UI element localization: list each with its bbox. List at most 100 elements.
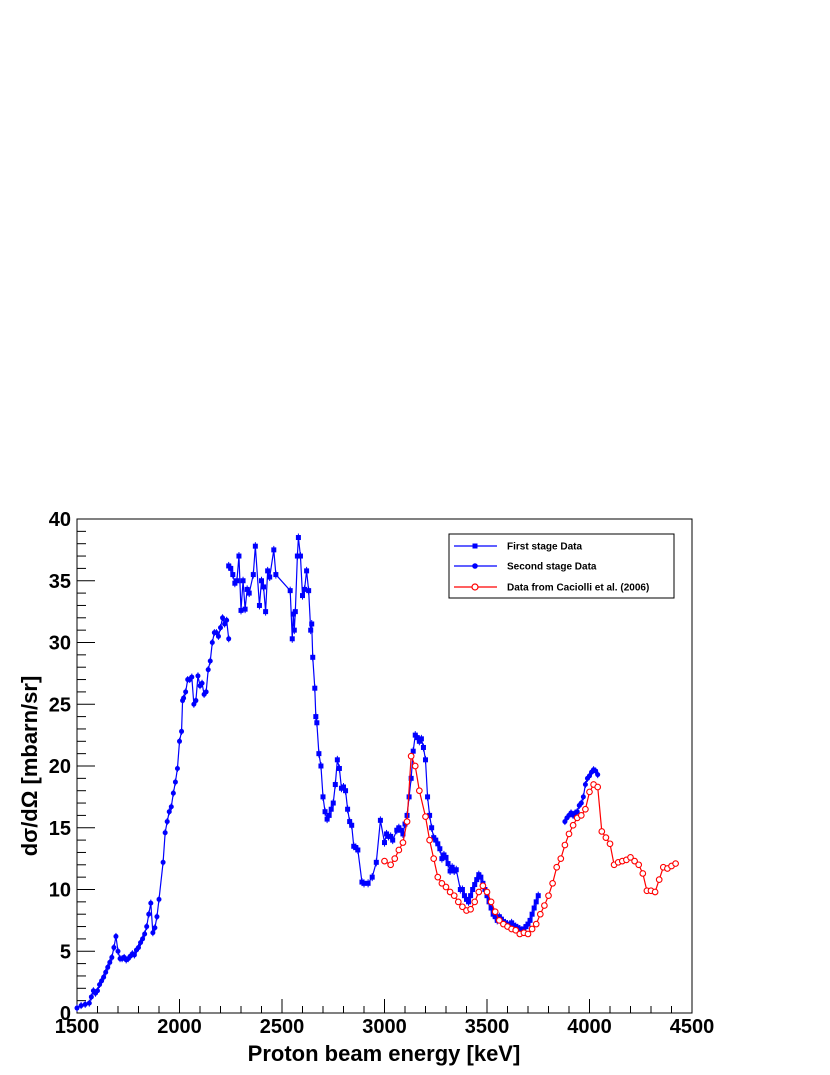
- data-point: [103, 969, 109, 975]
- data-point: [324, 816, 330, 822]
- data-point: [416, 787, 423, 795]
- data-point: [294, 553, 300, 559]
- data-point: [602, 834, 610, 841]
- data-point: [461, 893, 467, 899]
- data-point: [273, 572, 279, 578]
- data-point: [478, 874, 484, 880]
- data-point: [220, 615, 226, 621]
- data-point: [312, 685, 318, 691]
- data-point: [113, 933, 119, 939]
- data-point: [193, 698, 199, 704]
- data-point: [445, 861, 451, 867]
- data-point: [414, 735, 420, 741]
- data-point: [228, 565, 234, 571]
- data-point: [423, 757, 428, 763]
- data-point: [449, 864, 455, 870]
- data-point: [215, 633, 221, 639]
- legend-open-circle-marker: [471, 583, 479, 591]
- data-point: [450, 892, 458, 900]
- data-point: [525, 921, 531, 927]
- data-point: [320, 794, 326, 800]
- data-point: [144, 924, 150, 930]
- data-point: [535, 893, 541, 899]
- legend-entry-second-stage: Second stage Data: [454, 562, 597, 573]
- data-point: [474, 877, 480, 883]
- data-point: [328, 806, 334, 812]
- data-point: [250, 572, 256, 578]
- data-point: [391, 855, 399, 862]
- data-point: [377, 817, 383, 823]
- data-point: [140, 936, 146, 942]
- data-point: [403, 818, 411, 825]
- data-point: [242, 606, 248, 612]
- data-point: [598, 828, 606, 835]
- data-point: [369, 874, 375, 880]
- data-point: [115, 948, 121, 954]
- data-point: [479, 882, 487, 890]
- data-point: [142, 931, 148, 937]
- data-point: [373, 859, 379, 865]
- data-point: [639, 870, 647, 877]
- data-point: [222, 621, 228, 627]
- data-point: [425, 794, 431, 800]
- data-point: [382, 840, 387, 846]
- data-point: [191, 701, 197, 707]
- data-point: [292, 609, 298, 615]
- axis-ticks: 1500 2000 2500 3000 3500 4000 4500 0 5 10 15 20 25 30…: [49, 509, 715, 1038]
- data-point: [236, 553, 242, 559]
- data-point: [166, 809, 172, 815]
- data-point: [252, 543, 258, 549]
- data-point: [484, 893, 490, 899]
- data-point: [387, 861, 395, 869]
- data-point: [395, 846, 403, 854]
- data-point: [468, 893, 474, 899]
- data-point: [582, 805, 589, 813]
- data-point: [304, 568, 310, 574]
- data-point: [287, 588, 293, 594]
- data-point: [332, 782, 338, 788]
- data-point: [136, 945, 141, 951]
- data-point: [627, 854, 634, 861]
- data-point: [150, 930, 156, 936]
- data-point: [672, 860, 679, 867]
- legend-square-marker: [472, 543, 478, 549]
- data-point: [407, 752, 415, 760]
- data-point: [209, 640, 215, 645]
- data-point: [471, 898, 479, 906]
- legend: First stage Data Second stage Data Data …: [448, 533, 675, 599]
- y-tick-label: 15: [49, 818, 71, 840]
- data-point: [205, 667, 211, 673]
- x-tick-label: 1500: [55, 1016, 100, 1038]
- data-point: [427, 812, 433, 818]
- y-tick-label: 5: [60, 941, 71, 963]
- data-point: [345, 806, 351, 812]
- data-point: [541, 902, 548, 909]
- data-point: [341, 784, 346, 790]
- data-point: [111, 945, 117, 951]
- data-point: [438, 879, 446, 887]
- data-point: [400, 831, 406, 837]
- y-tick-label: 10: [49, 880, 71, 902]
- legend-label-first-stage: First stage Data: [507, 542, 582, 553]
- data-point: [97, 982, 103, 988]
- data-point: [553, 863, 561, 871]
- data-point: [545, 892, 552, 900]
- data-point: [195, 673, 201, 679]
- data-point: [569, 821, 577, 829]
- data-point: [578, 800, 584, 806]
- data-point: [582, 782, 588, 788]
- data-point: [557, 855, 565, 862]
- data-point: [259, 578, 264, 584]
- data-point: [263, 609, 269, 615]
- data-point: [95, 988, 100, 994]
- x-tick-label: 4500: [670, 1016, 715, 1038]
- data-point: [565, 830, 573, 838]
- series-1: [226, 533, 541, 935]
- data-point: [86, 1000, 92, 1006]
- data-point: [433, 837, 439, 843]
- data-point: [411, 762, 419, 770]
- data-point: [99, 978, 105, 984]
- data-point: [577, 812, 585, 819]
- legend-circle-marker: [472, 563, 478, 569]
